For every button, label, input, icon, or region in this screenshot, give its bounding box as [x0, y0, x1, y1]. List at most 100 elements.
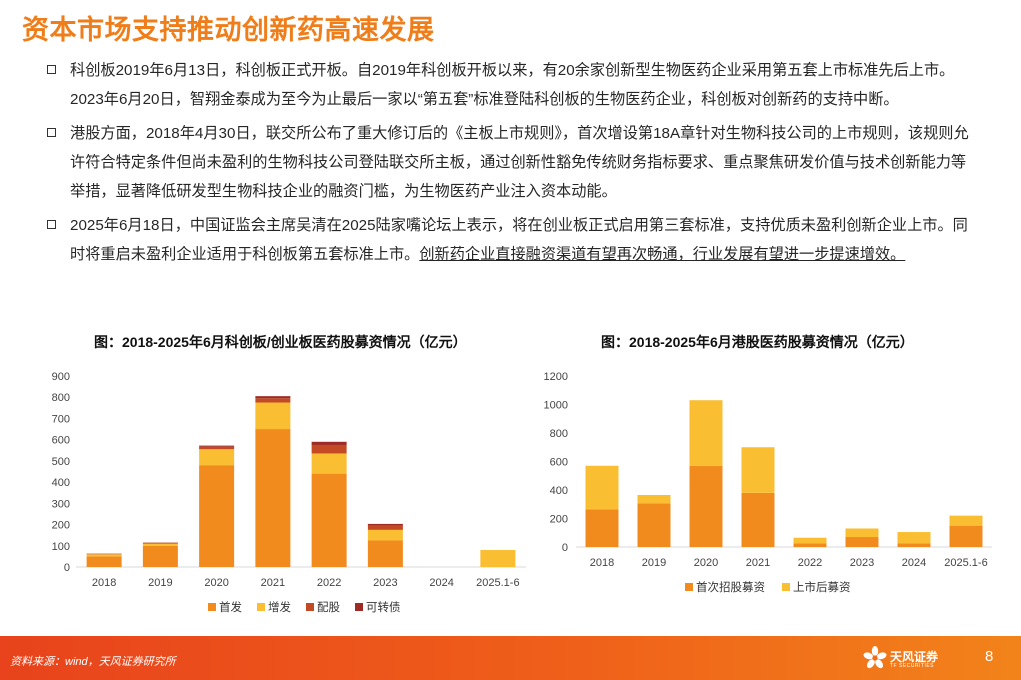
square-bullet-icon — [47, 220, 56, 229]
bar-segment — [367, 540, 403, 567]
legend-swatch — [782, 583, 790, 591]
bar-segment — [689, 465, 723, 547]
bullet-list: 科创板2019年6月13日，科创板正式开板。自2019年科创板开板以来，有20余… — [44, 56, 979, 274]
bar-segment — [845, 528, 879, 538]
y-tick-label: 900 — [52, 371, 70, 383]
legend-swatch — [306, 603, 314, 611]
bullet-underlined-text: 创新药企业直接融资渠道有望再次畅通，行业发展有望进一步提速增效。 — [419, 246, 906, 263]
bullet-item: 港股方面，2018年4月30日，联交所公布了重大修订后的《主板上市规则》，首次增… — [44, 119, 979, 206]
bar-segment — [142, 543, 178, 546]
chart-title-left: 图：2018-2025年6月科创板/创业板医药股募资情况（亿元） — [94, 334, 467, 350]
bar-segment — [585, 465, 619, 510]
bullet-text: 港股方面，2018年4月30日，联交所公布了重大修订后的《主板上市规则》，首次增… — [70, 125, 969, 200]
bar-segment — [741, 492, 775, 547]
bar-segment — [255, 429, 291, 567]
x-tick-label: 2025.1-6 — [476, 577, 519, 589]
bar-segment — [142, 542, 178, 544]
bar-segment — [199, 465, 235, 567]
flower-logo-icon — [863, 646, 887, 669]
y-tick-label: 500 — [52, 456, 70, 468]
bullet-item: 2025年6月18日，中国证监会主席吴清在2025陆家嘴论坛上表示，将在创业板正… — [44, 211, 979, 269]
legend-label: 配股 — [317, 601, 340, 614]
bar-segment — [845, 537, 879, 547]
bar-segment — [255, 398, 291, 403]
chart-hk-fundraising: 0 200 400 600 800 1000 1200 2018 2019 2020 2021 202… — [544, 371, 992, 594]
bar-segment — [637, 494, 671, 504]
x-tick-label: 2023 — [373, 577, 397, 589]
y-tick-label: 800 — [550, 428, 568, 440]
x-tick-label: 2021 — [261, 577, 285, 589]
x-tick-label: 2023 — [850, 557, 874, 569]
x-tick-label: 2018 — [92, 577, 116, 589]
bar-segment — [367, 523, 403, 526]
bar-segment — [793, 543, 827, 547]
x-tick-label: 2024 — [902, 557, 926, 569]
bar-segment — [311, 473, 347, 567]
chart-title-right: 图：2018-2025年6月港股医药股募资情况（亿元） — [601, 334, 914, 350]
x-tick-label: 2021 — [746, 557, 770, 569]
legend-label: 上市后募资 — [793, 580, 851, 594]
y-tick-label: 300 — [52, 498, 70, 510]
x-tick-label: 2022 — [317, 577, 341, 589]
bar-segment — [255, 396, 291, 399]
bullet-text: 2025年6月18日，中国证监会主席吴清在2025陆家嘴论坛上表示，将在创业板正… — [70, 217, 968, 263]
logo-text-cn: 天风证券 — [890, 650, 939, 664]
legend-swatch — [257, 603, 265, 611]
bar-segment — [86, 554, 122, 557]
legend-label: 首发 — [219, 600, 242, 614]
page-number: 8 — [985, 648, 994, 665]
company-logo: 天风证券 TF SECURITIES — [862, 644, 942, 674]
footer-bar — [0, 636, 1021, 680]
x-tick-label: 2024 — [429, 577, 453, 589]
x-tick-label: 2018 — [590, 557, 614, 569]
legend-label: 增发 — [268, 600, 291, 614]
legend-swatch — [685, 583, 693, 591]
bar-segment — [86, 556, 122, 567]
x-tick-label: 2019 — [148, 577, 172, 589]
bar-segment — [311, 453, 347, 474]
x-tick-label: 2019 — [642, 557, 666, 569]
y-tick-label: 0 — [64, 562, 70, 574]
logo-text-en: TF SECURITIES — [890, 663, 935, 669]
square-bullet-icon — [47, 128, 56, 137]
y-tick-label: 1000 — [544, 400, 568, 412]
y-tick-label: 400 — [550, 485, 568, 497]
y-tick-label: 700 — [52, 413, 70, 425]
y-tick-label: 200 — [550, 514, 568, 526]
y-tick-label: 200 — [52, 520, 70, 532]
y-tick-label: 1200 — [544, 371, 568, 383]
legend-label: 可转债 — [366, 600, 401, 614]
bar-segment — [311, 444, 347, 454]
bar-segment — [897, 532, 931, 544]
bar-segment — [637, 503, 671, 547]
chart-kcb-cyb-fundraising: 0 100 200 300 400 500 600 700 800 900 2018 2019 2020… — [52, 371, 526, 614]
y-tick-label: 600 — [550, 457, 568, 469]
bar-segment — [367, 525, 403, 530]
bar-segment — [793, 537, 827, 544]
bullet-item: 科创板2019年6月13日，科创板正式开板。自2019年科创板开板以来，有20余… — [44, 56, 979, 114]
legend-swatch — [355, 603, 363, 611]
bar-segment — [86, 553, 122, 555]
bar-segment — [949, 515, 983, 526]
x-tick-label: 2020 — [204, 577, 228, 589]
bar-segment — [255, 402, 291, 430]
bar-segment — [142, 545, 178, 567]
y-tick-label: 400 — [52, 477, 70, 489]
bar-segment — [367, 529, 403, 541]
legend-label: 首次招股募资 — [696, 580, 765, 594]
bar-segment — [689, 400, 723, 466]
bar-segment — [897, 543, 931, 547]
bar-segment — [199, 445, 235, 447]
bar-segment — [199, 446, 235, 450]
y-tick-label: 100 — [52, 541, 70, 553]
bar-segment — [741, 447, 775, 493]
y-tick-label: 600 — [52, 435, 70, 447]
bar-segment — [480, 550, 516, 567]
bar-segment — [311, 441, 347, 445]
slide-title: 资本市场支持推动创新药高速发展 — [22, 15, 435, 45]
y-tick-label: 0 — [562, 542, 568, 554]
bar-segment — [949, 525, 983, 547]
y-tick-label: 800 — [52, 392, 70, 404]
bullet-text: 科创板2019年6月13日，科创板正式开板。自2019年科创板开板以来，有20余… — [70, 62, 955, 108]
x-tick-label: 2020 — [694, 557, 718, 569]
